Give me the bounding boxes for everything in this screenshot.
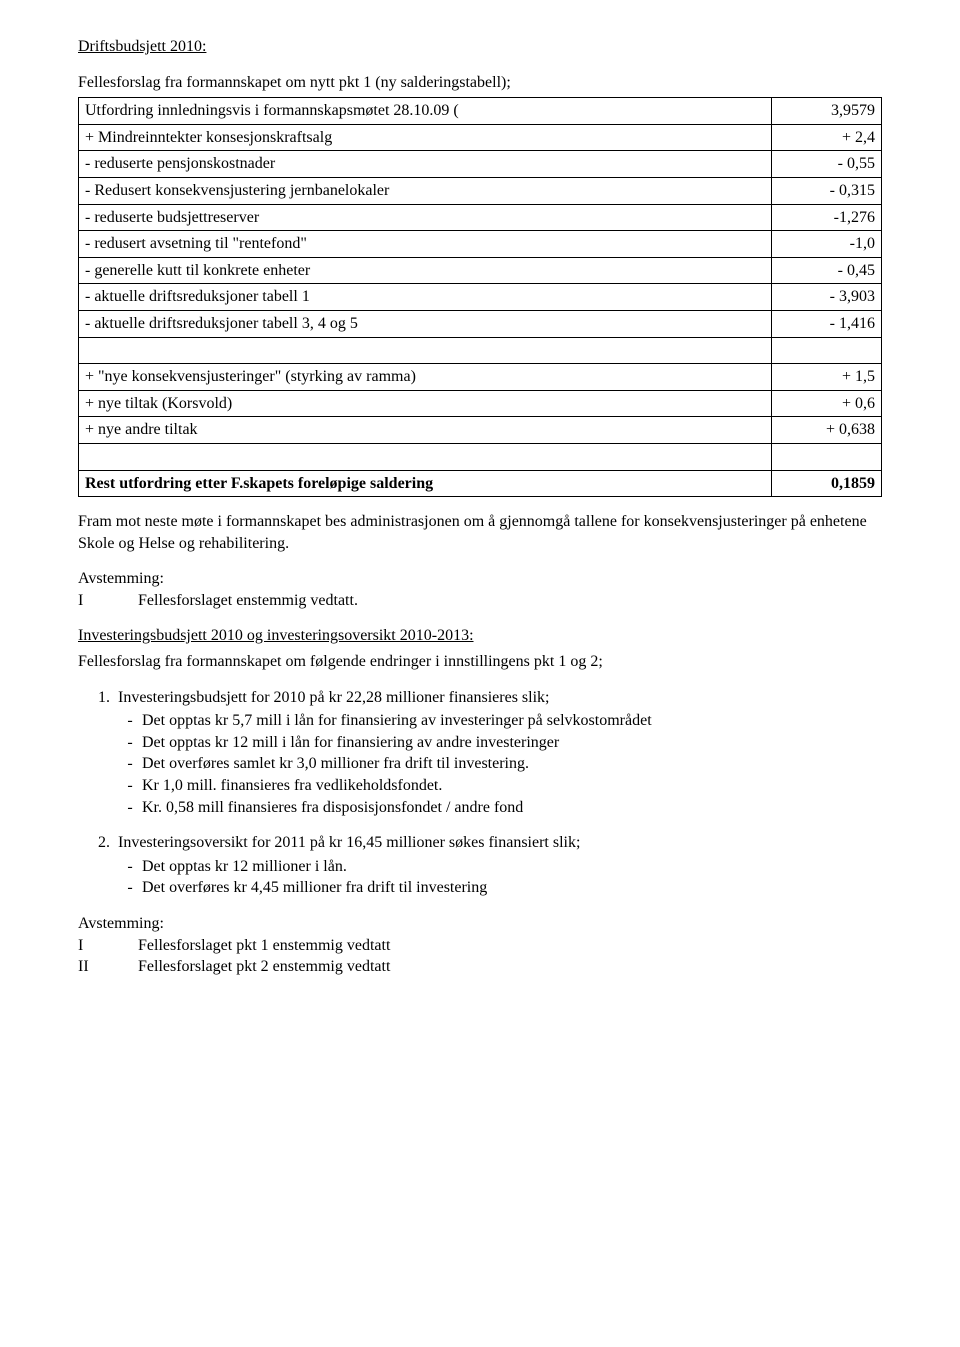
table-cell-value: + 1,5 <box>772 364 882 391</box>
table-cell-label: - Redusert konsekvensjustering jernbanel… <box>79 177 772 204</box>
table-cell-value: - 1,416 <box>772 310 882 337</box>
budget-table: Utfordring innledningsvis i formannskaps… <box>78 97 882 497</box>
table-row: - redusert avsetning til "rentefond"-1,0 <box>79 231 882 258</box>
voting-numeral: II <box>78 956 138 978</box>
table-cell-value: - 3,903 <box>772 284 882 311</box>
list-item: Investeringsoversikt for 2011 på kr 16,4… <box>114 832 882 899</box>
table-row <box>79 443 882 470</box>
sublist-item: -Kr. 0,58 mill finansieres fra disposisj… <box>118 797 882 819</box>
table-row: - Redusert konsekvensjustering jernbanel… <box>79 177 882 204</box>
sublist-text: Det opptas kr 12 mill i lån for finansie… <box>142 732 882 754</box>
dash-icon: - <box>118 753 142 775</box>
table-cell-label: - aktuelle driftsreduksjoner tabell 1 <box>79 284 772 311</box>
dash-icon: - <box>118 775 142 797</box>
sublist-item: -Det overføres kr 4,45 millioner fra dri… <box>118 877 882 899</box>
table-cell-value: - 0,45 <box>772 257 882 284</box>
table-cell-value <box>772 443 882 470</box>
intro-paragraph: Fellesforslag fra formannskapet om nytt … <box>78 72 882 94</box>
dash-icon: - <box>118 732 142 754</box>
dash-icon: - <box>118 710 142 732</box>
voting-block-2: Avstemming: IFellesforslaget pkt 1 enste… <box>78 913 882 978</box>
table-row: - aktuelle driftsreduksjoner tabell 1- 3… <box>79 284 882 311</box>
voting-text: Fellesforslaget pkt 2 enstemmig vedtatt <box>138 956 882 978</box>
sublist-item: -Kr 1,0 mill. finansieres fra vedlikehol… <box>118 775 882 797</box>
sublist: -Det opptas kr 12 millioner i lån.-Det o… <box>118 856 882 899</box>
sublist-text: Det overføres samlet kr 3,0 millioner fr… <box>142 753 882 775</box>
table-cell-value: 3,9579 <box>772 98 882 125</box>
list-item-head: Investeringsbudsjett for 2010 på kr 22,2… <box>118 687 882 709</box>
table-cell-label: - generelle kutt til konkrete enheter <box>79 257 772 284</box>
voting-text: Fellesforslaget pkt 1 enstemmig vedtatt <box>138 935 882 957</box>
table-row: - aktuelle driftsreduksjoner tabell 3, 4… <box>79 310 882 337</box>
section-heading-drift: Driftsbudsjett 2010: <box>78 36 882 58</box>
table-cell-value: + 0,6 <box>772 390 882 417</box>
table-cell-value: + 0,638 <box>772 417 882 444</box>
dash-icon: - <box>118 797 142 819</box>
voting-line: IFellesforslaget enstemmig vedtatt. <box>78 590 882 612</box>
table-cell-value: + 2,4 <box>772 124 882 151</box>
table-cell-value: - 0,315 <box>772 177 882 204</box>
voting-numeral: I <box>78 590 138 612</box>
intro2-paragraph: Fellesforslag fra formannskapet om følge… <box>78 651 882 673</box>
voting-header: Avstemming: <box>78 913 882 935</box>
voting-numeral: I <box>78 935 138 957</box>
section-heading-invest: Investeringsbudsjett 2010 og investering… <box>78 625 882 647</box>
table-cell-label: - redusert avsetning til "rentefond" <box>79 231 772 258</box>
followup-paragraph: Fram mot neste møte i formannskapet bes … <box>78 511 882 554</box>
sublist-text: Det opptas kr 12 millioner i lån. <box>142 856 882 878</box>
table-cell-value: - 0,55 <box>772 151 882 178</box>
table-cell-value: -1,276 <box>772 204 882 231</box>
table-cell-label <box>79 337 772 364</box>
voting-header: Avstemming: <box>78 568 882 590</box>
table-cell-label: Utfordring innledningsvis i formannskaps… <box>79 98 772 125</box>
voting-text: Fellesforslaget enstemmig vedtatt. <box>138 590 882 612</box>
table-cell-label: + Mindreinntekter konsesjonskraftsalg <box>79 124 772 151</box>
table-row: - reduserte pensjonskostnader- 0,55 <box>79 151 882 178</box>
dash-icon: - <box>118 877 142 899</box>
sublist-item: -Det opptas kr 5,7 mill i lån for finans… <box>118 710 882 732</box>
list-item-head: Investeringsoversikt for 2011 på kr 16,4… <box>118 832 882 854</box>
table-row: Rest utfordring etter F.skapets foreløpi… <box>79 470 882 497</box>
table-row: + Mindreinntekter konsesjonskraftsalg+ 2… <box>79 124 882 151</box>
sublist-text: Kr 1,0 mill. finansieres fra vedlikehold… <box>142 775 882 797</box>
table-row: - reduserte budsjettreserver-1,276 <box>79 204 882 231</box>
sublist-item: -Det opptas kr 12 millioner i lån. <box>118 856 882 878</box>
table-cell-label: - reduserte budsjettreserver <box>79 204 772 231</box>
sublist-text: Det opptas kr 5,7 mill i lån for finansi… <box>142 710 882 732</box>
sublist-text: Kr. 0,58 mill finansieres fra disposisjo… <box>142 797 882 819</box>
table-cell-value: -1,0 <box>772 231 882 258</box>
voting-line: IFellesforslaget pkt 1 enstemmig vedtatt <box>78 935 882 957</box>
list-item: Investeringsbudsjett for 2010 på kr 22,2… <box>114 687 882 819</box>
table-cell-value <box>772 337 882 364</box>
table-cell-label: + nye tiltak (Korsvold) <box>79 390 772 417</box>
sublist-text: Det overføres kr 4,45 millioner fra drif… <box>142 877 882 899</box>
sublist-item: -Det overføres samlet kr 3,0 millioner f… <box>118 753 882 775</box>
table-cell-label: - aktuelle driftsreduksjoner tabell 3, 4… <box>79 310 772 337</box>
sublist-item: -Det opptas kr 12 mill i lån for finansi… <box>118 732 882 754</box>
table-row: Utfordring innledningsvis i formannskaps… <box>79 98 882 125</box>
numbered-list: Investeringsbudsjett for 2010 på kr 22,2… <box>78 687 882 899</box>
table-row <box>79 337 882 364</box>
dash-icon: - <box>118 856 142 878</box>
table-row: - generelle kutt til konkrete enheter- 0… <box>79 257 882 284</box>
table-cell-label: Rest utfordring etter F.skapets foreløpi… <box>79 470 772 497</box>
table-cell-label <box>79 443 772 470</box>
table-cell-label: + "nye konsekvensjusteringer" (styrking … <box>79 364 772 391</box>
table-row: + "nye konsekvensjusteringer" (styrking … <box>79 364 882 391</box>
voting-block-1: Avstemming: IFellesforslaget enstemmig v… <box>78 568 882 611</box>
table-cell-value: 0,1859 <box>772 470 882 497</box>
voting-line: IIFellesforslaget pkt 2 enstemmig vedtat… <box>78 956 882 978</box>
table-cell-label: - reduserte pensjonskostnader <box>79 151 772 178</box>
sublist: -Det opptas kr 5,7 mill i lån for finans… <box>118 710 882 818</box>
table-row: + nye andre tiltak+ 0,638 <box>79 417 882 444</box>
table-row: + nye tiltak (Korsvold)+ 0,6 <box>79 390 882 417</box>
table-cell-label: + nye andre tiltak <box>79 417 772 444</box>
